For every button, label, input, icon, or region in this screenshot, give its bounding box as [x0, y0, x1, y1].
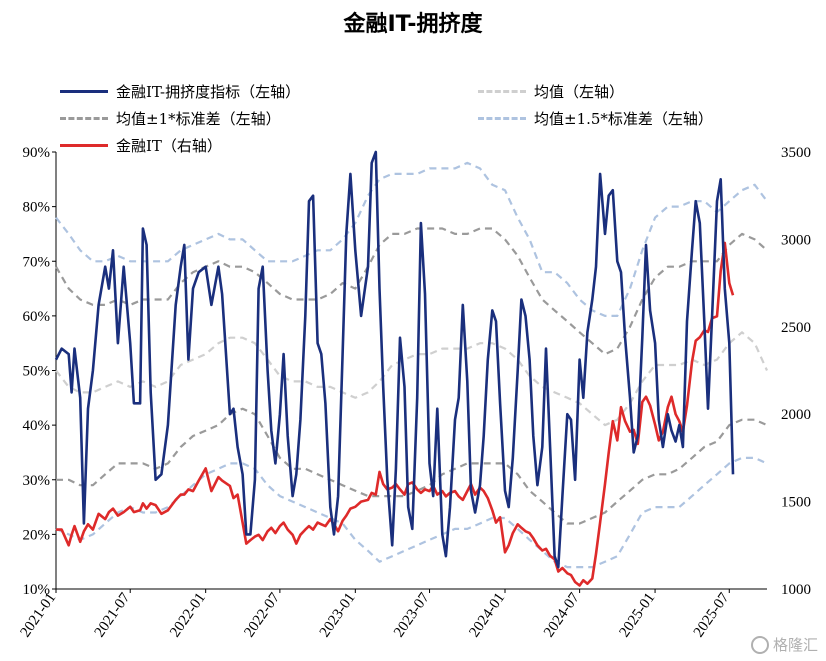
x-tick-label: 2021-07 [92, 590, 134, 641]
legend-item-mean-1std: 均值±1*标准差（左轴） [60, 107, 281, 129]
legend-swatch-mean [478, 89, 526, 93]
legend-label-mean-15std: 均值±1.5*标准差（左轴） [534, 109, 713, 128]
left-tick-label: 80% [23, 200, 51, 216]
right-tick-label: 2000 [781, 407, 811, 423]
left-tick-label: 30% [23, 473, 51, 489]
watermark: 格隆汇 [750, 634, 818, 655]
x-tick-label: 2025-01 [617, 590, 659, 640]
x-tick-label: 2025-07 [691, 590, 733, 641]
left-tick-label: 10% [23, 582, 51, 598]
left-tick-label: 40% [23, 418, 51, 434]
chart-title: 金融IT-拥挤度 [343, 12, 483, 37]
legend-label-crowding-index: 金融IT-拥挤度指标（左轴） [116, 82, 301, 101]
right-tick-label: 3500 [781, 145, 811, 161]
right-tick-label: 1500 [781, 495, 811, 511]
legend-swatch-crowding-index [60, 89, 108, 93]
series-line-0 [54, 150, 735, 569]
legend-label-finance-it: 金融IT（右轴） [116, 136, 222, 155]
x-tick-label: 2023-07 [391, 590, 433, 641]
legend-swatch-mean-15std [478, 116, 526, 120]
series-line-4 [55, 161, 768, 317]
legend-swatch-finance-it [60, 143, 108, 147]
x-tick-label: 2023-01 [317, 590, 359, 640]
legend-item-mean: 均值（左轴） [478, 80, 624, 102]
left-tick-label: 90% [23, 145, 51, 161]
series-line-6 [56, 241, 735, 587]
left-tick-label: 20% [23, 527, 51, 543]
right-tick-label: 1000 [781, 582, 811, 598]
legend-label-mean: 均值（左轴） [534, 82, 625, 101]
series-line-3 [56, 407, 768, 525]
series-line-1 [55, 331, 769, 427]
logo-icon [750, 635, 769, 654]
left-tick-label: 60% [23, 309, 51, 325]
legend-item-crowding-index: 金融IT-拥挤度指标（左轴） [60, 80, 300, 102]
legend-label-mean-1std: 均值±1*标准差（左轴） [116, 109, 281, 128]
series-line-2 [55, 227, 768, 356]
left-tick-label: 50% [23, 364, 51, 380]
right-tick-label: 2500 [781, 320, 811, 336]
legend-item-mean-15std: 均值±1.5*标准差（左轴） [478, 107, 713, 129]
x-tick-label: 2022-01 [167, 590, 209, 640]
legend-item-finance-it: 金融IT（右轴） [60, 134, 222, 156]
left-tick-label: 70% [23, 254, 51, 270]
right-tick-label: 3000 [781, 232, 811, 248]
watermark-text: 格隆汇 [772, 636, 818, 654]
legend-swatch-mean-1std [60, 116, 108, 120]
x-tick-label: 2022-07 [241, 590, 283, 641]
x-tick-label: 2024-07 [541, 590, 583, 641]
x-tick-label: 2024-01 [466, 590, 508, 640]
